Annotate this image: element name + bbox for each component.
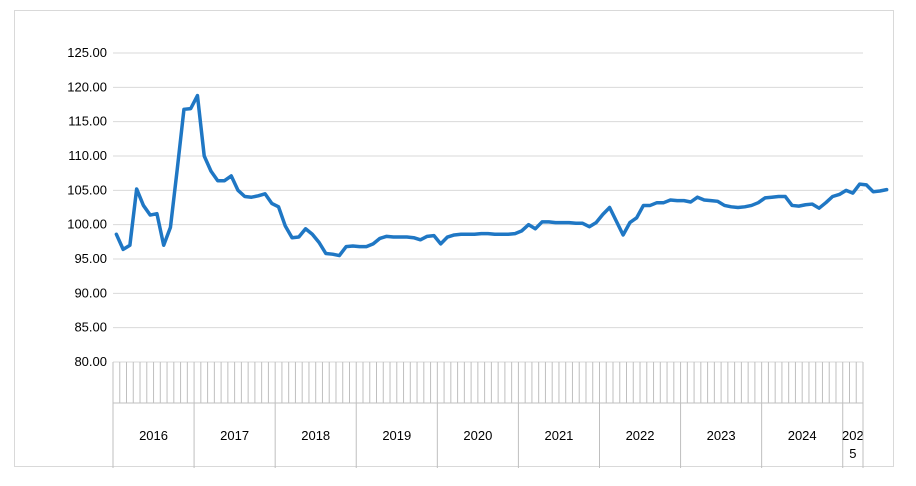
y-tick-label: 115.00 — [68, 114, 107, 129]
y-tick-label: 90.00 — [74, 285, 107, 300]
y-tick-label: 95.00 — [74, 251, 107, 266]
y-tick-label: 110.00 — [68, 148, 107, 163]
y-axis: 80.00 85.00 90.00 95.00 100.00 105.00 110.00 11… — [67, 45, 107, 369]
y-tick-label: 125.00 — [67, 45, 107, 60]
y-tick-label: 105.00 — [67, 182, 107, 197]
series-line — [114, 93, 889, 258]
x-group-label: 2023 — [707, 428, 736, 443]
y-tick-label: 80.00 — [74, 354, 107, 369]
gridlines — [113, 52, 863, 363]
line-chart: 80.00 85.00 90.00 95.00 100.00 105.00 110.00 11… — [67, 45, 889, 471]
x-group-label: 5 — [849, 446, 856, 461]
x-group-label: 2018 — [301, 428, 330, 443]
x-group-label: 2017 — [220, 428, 249, 443]
chart-frame: 80.00 85.00 90.00 95.00 100.00 105.00 110.00 11… — [14, 10, 894, 471]
x-group-label: 202 — [842, 428, 864, 443]
series-layer — [114, 93, 889, 258]
x-group-label: 2019 — [382, 428, 411, 443]
x-group-label: 2016 — [139, 428, 168, 443]
x-group-label: 2021 — [544, 428, 573, 443]
x-group-label: 2024 — [788, 428, 817, 443]
y-tick-label: 100.00 — [67, 217, 107, 232]
x-group-label: 2022 — [626, 428, 655, 443]
x-group-label: 2020 — [463, 428, 492, 443]
y-tick-label: 120.00 — [67, 79, 107, 94]
y-tick-label: 85.00 — [74, 320, 107, 335]
